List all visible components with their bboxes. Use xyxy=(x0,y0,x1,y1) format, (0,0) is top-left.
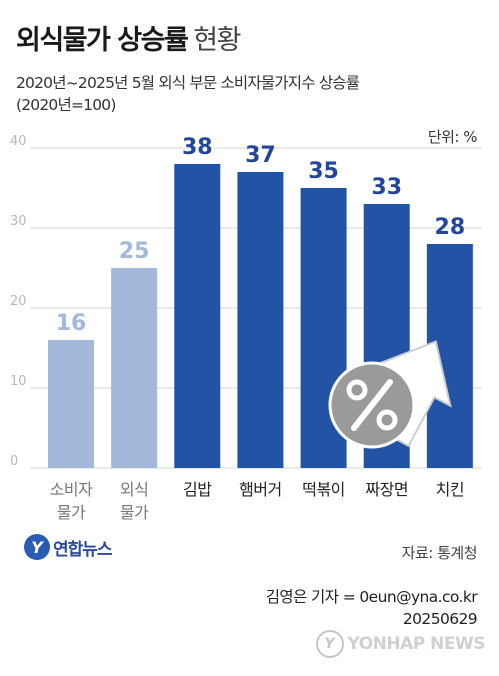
source-label: 자료: 통계청 xyxy=(401,544,478,562)
unit-label: 단위: % xyxy=(427,128,478,146)
subtitle-line2: (2020년=100) xyxy=(16,96,116,114)
yonhap-news-watermark: Y YONHAP NEWS xyxy=(315,630,486,658)
data-label: 37 xyxy=(245,143,276,168)
y-tick-label: 0 xyxy=(10,454,18,469)
x-tick-label: 떡볶이 xyxy=(302,480,345,499)
y-tick-label: 20 xyxy=(10,294,27,309)
bar-chart: 0 10 20 30 40 16 소비자물가 25 외식물가 38 김밥 37 햄버거 35 떡볶이 33 짜장… xyxy=(10,134,482,522)
y-tick-label: 30 xyxy=(10,214,27,229)
bar xyxy=(48,340,94,468)
percent-slash xyxy=(351,379,393,431)
x-tick-label: 소비자 xyxy=(50,480,93,499)
watermark-logo-icon: Y xyxy=(315,630,344,658)
yonhap-logo: Y 연합뉴스 xyxy=(24,534,113,560)
subtitle: 2020년~2025년 5월 외식 부문 소비자물가지수 상승률 (2020년=… xyxy=(16,72,360,116)
x-tick-label: 김밥 xyxy=(183,480,212,499)
title-light: 현황 xyxy=(193,25,241,56)
y-tick-label: 40 xyxy=(10,134,27,149)
byline: 김영은 기자 = 0eun@yna.co.kr 20250629 xyxy=(265,586,478,630)
data-label: 35 xyxy=(308,159,339,184)
page-title: 외식물가 상승률 현황 xyxy=(16,18,241,57)
bar xyxy=(174,164,221,468)
bar xyxy=(237,172,284,468)
byline-reporter: 김영은 기자 = 0eun@yna.co.kr xyxy=(265,588,478,606)
yonhap-logo-text: 연합뉴스 xyxy=(53,539,113,560)
byline-date: 20250629 xyxy=(402,610,478,628)
percent-dot-top xyxy=(346,379,368,401)
watermark-text: YONHAP NEWS xyxy=(347,634,486,654)
subtitle-line1: 2020년~2025년 5월 외식 부문 소비자물가지수 상승률 xyxy=(16,74,360,92)
data-label: 25 xyxy=(119,239,150,264)
x-tick-label: 짜장면 xyxy=(365,480,408,499)
title-bold: 외식물가 상승률 xyxy=(16,25,189,56)
y-tick-label: 10 xyxy=(10,374,27,389)
x-tick-label: 햄버거 xyxy=(239,480,282,499)
data-label: 28 xyxy=(435,215,466,240)
data-label: 16 xyxy=(56,311,87,336)
x-tick-label: 치킨 xyxy=(436,480,464,499)
percent-dot-bottom xyxy=(376,409,398,431)
data-label: 38 xyxy=(182,135,213,160)
x-tick-label: 물가 xyxy=(57,503,86,522)
yonhap-logo-icon: Y xyxy=(24,534,50,560)
bar xyxy=(111,268,158,468)
x-tick-label: 외식 xyxy=(120,480,148,499)
x-tick-label: 물가 xyxy=(120,503,149,522)
data-label: 33 xyxy=(371,175,402,200)
percent-up-arrow-icon xyxy=(328,340,452,449)
